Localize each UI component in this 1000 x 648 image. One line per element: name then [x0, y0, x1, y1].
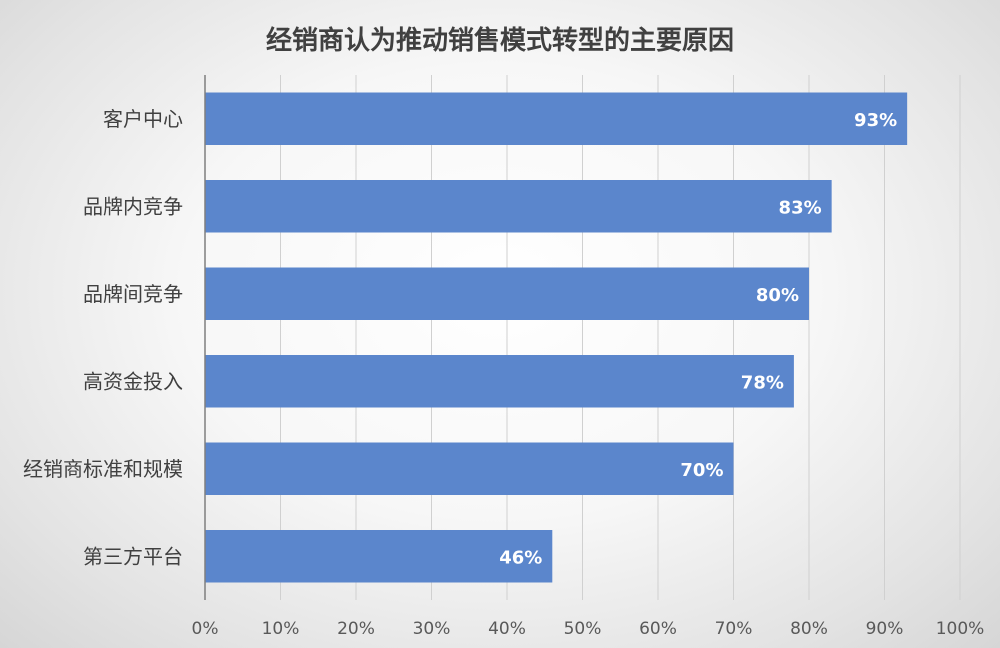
category-label: 高资金投入 — [83, 369, 183, 393]
x-tick-label: 10% — [262, 619, 300, 639]
bar — [205, 267, 809, 320]
x-tick-label: 50% — [564, 619, 602, 639]
category-label: 品牌间竞争 — [83, 282, 183, 306]
category-label: 第三方平台 — [83, 544, 183, 568]
x-tick-label: 20% — [337, 619, 375, 639]
bar — [205, 442, 734, 495]
data-label: 46% — [499, 547, 542, 568]
bar — [205, 355, 794, 408]
labels: 0% 10% 20% 30% 40% 50% 60% 70% 80% 90% 100% 客户中心 93%… — [23, 107, 984, 639]
x-tick-label: 80% — [790, 619, 828, 639]
data-label: 80% — [756, 285, 799, 306]
data-label: 83% — [779, 197, 822, 218]
x-tick-label: 90% — [866, 619, 904, 639]
data-label: 93% — [854, 110, 897, 131]
bar — [205, 180, 832, 233]
x-tick-label: 60% — [639, 619, 677, 639]
bar — [205, 92, 908, 145]
x-tick-label: 100% — [936, 619, 985, 639]
category-label: 经销商标准和规模 — [23, 457, 183, 481]
bars — [205, 92, 908, 583]
data-label: 70% — [680, 460, 723, 481]
chart-title: 经销商认为推动销售模式转型的主要原因 — [265, 26, 734, 56]
category-label: 客户中心 — [103, 107, 183, 131]
gridlines — [280, 75, 961, 600]
x-tick-label: 0% — [192, 619, 219, 639]
category-label: 品牌内竞争 — [83, 194, 183, 218]
x-tick-label: 40% — [488, 619, 526, 639]
bar — [205, 530, 553, 583]
x-tick-label: 70% — [715, 619, 753, 639]
data-label: 78% — [741, 372, 784, 393]
x-tick-label: 30% — [413, 619, 451, 639]
